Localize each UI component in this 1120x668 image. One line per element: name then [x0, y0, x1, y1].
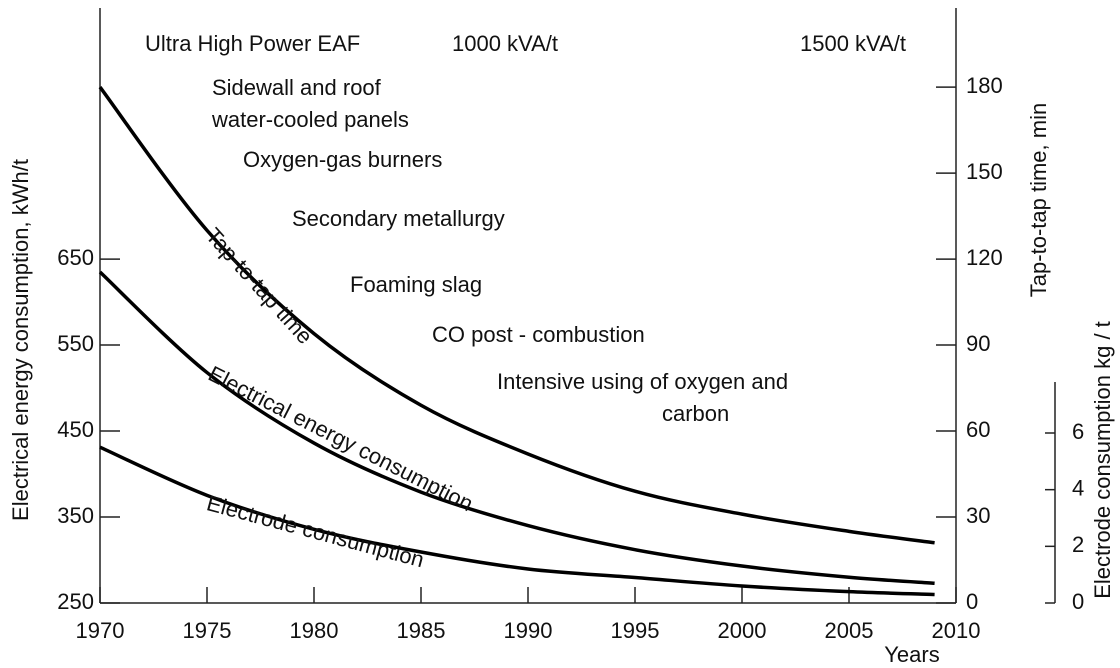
y-tick-label: 650	[57, 245, 94, 270]
x-tick-label: 1975	[183, 618, 232, 643]
x-axis-label: Years	[884, 642, 939, 667]
x-tick-label: 2005	[825, 618, 874, 643]
y-tick-label: 450	[57, 417, 94, 442]
y3-axis-label: Electrode consumption kg / t	[1090, 321, 1115, 599]
annotation: Oxygen-gas burners	[243, 147, 442, 172]
y2-tick-label: 0	[966, 589, 978, 614]
y2-tick-label: 150	[966, 159, 1003, 184]
y2-axis-label: Tap-to-tap time, min	[1026, 103, 1051, 297]
annotation: carbon	[662, 401, 729, 426]
y3-tick-label: 0	[1072, 589, 1084, 614]
y2-tick-label: 180	[966, 73, 1003, 98]
x-tick-label: 1980	[290, 618, 339, 643]
y2-tick-label: 30	[966, 503, 990, 528]
y-tick-label: 550	[57, 331, 94, 356]
y3-tick-label: 4	[1072, 475, 1084, 500]
series-line	[99, 445, 935, 597]
annotation: Sidewall and roof	[212, 75, 382, 100]
annotation: CO post - combustion	[432, 322, 645, 347]
annotation: Foaming slag	[350, 272, 482, 297]
series-label: Electrical energy consumption	[204, 361, 477, 517]
y2-tick-label: 60	[966, 417, 990, 442]
annotation: 1000 kVA/t	[452, 31, 558, 56]
annotation: Intensive using of oxygen and	[497, 369, 788, 394]
annotation: Secondary metallurgy	[292, 206, 505, 231]
annotation: Ultra High Power EAF	[145, 31, 360, 56]
series-line	[98, 86, 935, 545]
y-tick-label: 250	[57, 589, 94, 614]
y-axis-label: Electrical energy consumption, kWh/t	[8, 159, 33, 521]
x-tick-label: 1985	[397, 618, 446, 643]
annotation: 1500 kVA/t	[800, 31, 906, 56]
y2-tick-label: 90	[966, 331, 990, 356]
x-tick-label: 2010	[932, 618, 981, 643]
x-tick-label: 2000	[718, 618, 767, 643]
x-tick-label: 1990	[504, 618, 553, 643]
y2-tick-label: 120	[966, 245, 1003, 270]
annotation: water-cooled panels	[211, 107, 409, 132]
y-tick-label: 350	[57, 503, 94, 528]
series-label: Tap-to-tap time	[201, 223, 318, 349]
x-tick-label: 1970	[76, 618, 125, 643]
x-tick-label: 1995	[611, 618, 660, 643]
y3-tick-label: 2	[1072, 532, 1084, 557]
y3-tick-label: 6	[1072, 419, 1084, 444]
series-line	[98, 270, 935, 585]
series-label: Electrode consumption	[204, 490, 427, 572]
